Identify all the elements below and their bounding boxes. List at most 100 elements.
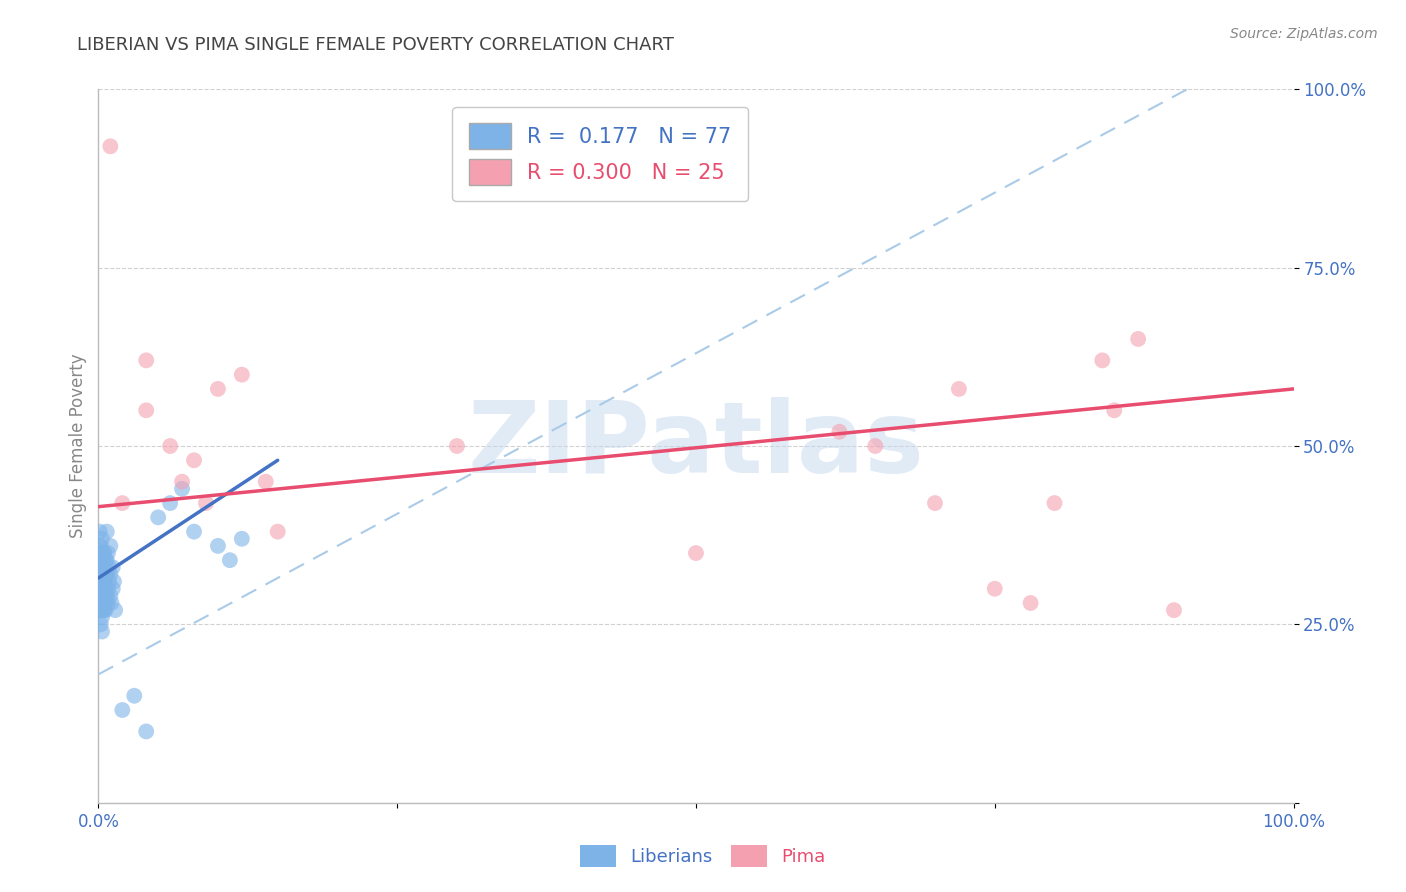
Point xyxy=(183,524,205,539)
Point xyxy=(90,582,112,596)
Point xyxy=(101,560,124,574)
Point xyxy=(89,582,111,596)
Point xyxy=(96,553,118,567)
Point xyxy=(91,589,114,603)
Point xyxy=(111,703,134,717)
Point xyxy=(90,574,112,589)
Point xyxy=(207,539,229,553)
Point xyxy=(100,596,122,610)
Point xyxy=(89,596,111,610)
Point xyxy=(89,574,111,589)
Point xyxy=(101,582,124,596)
Point xyxy=(91,574,114,589)
Point xyxy=(91,596,114,610)
Point xyxy=(1091,353,1114,368)
Point xyxy=(172,475,194,489)
Point xyxy=(93,574,115,589)
Point xyxy=(98,539,122,553)
Point xyxy=(90,539,112,553)
Point xyxy=(98,589,122,603)
Point xyxy=(90,617,112,632)
Point xyxy=(183,453,205,467)
Point xyxy=(91,582,114,596)
Point xyxy=(124,689,146,703)
Point xyxy=(865,439,887,453)
Point xyxy=(446,439,468,453)
Point xyxy=(90,546,112,560)
Point xyxy=(90,596,112,610)
Point xyxy=(1128,332,1150,346)
Point xyxy=(135,724,157,739)
Point xyxy=(135,403,157,417)
Point xyxy=(91,596,114,610)
Point xyxy=(207,382,229,396)
Point xyxy=(111,496,134,510)
Point xyxy=(148,510,170,524)
Point xyxy=(89,589,111,603)
Point xyxy=(91,589,114,603)
Point xyxy=(91,560,114,574)
Point xyxy=(94,582,117,596)
Text: LIBERIAN VS PIMA SINGLE FEMALE POVERTY CORRELATION CHART: LIBERIAN VS PIMA SINGLE FEMALE POVERTY C… xyxy=(77,36,675,54)
Point xyxy=(231,532,253,546)
Point xyxy=(89,539,111,553)
Point xyxy=(91,546,114,560)
Point xyxy=(87,560,110,574)
Point xyxy=(172,482,194,496)
Point xyxy=(94,567,117,582)
Point xyxy=(219,553,242,567)
Point xyxy=(91,603,114,617)
Text: ZIPatlas: ZIPatlas xyxy=(468,398,924,494)
Point xyxy=(159,439,181,453)
Point xyxy=(93,589,115,603)
Point xyxy=(91,574,114,589)
Point xyxy=(828,425,851,439)
Point xyxy=(94,603,117,617)
Point xyxy=(1163,603,1185,617)
Point xyxy=(89,553,111,567)
Point xyxy=(89,567,111,582)
Point xyxy=(984,582,1007,596)
Point xyxy=(104,603,127,617)
Point xyxy=(93,596,115,610)
Point xyxy=(90,589,112,603)
Text: Source: ZipAtlas.com: Source: ZipAtlas.com xyxy=(1230,27,1378,41)
Point xyxy=(685,546,707,560)
Point xyxy=(98,560,121,574)
Point xyxy=(98,139,122,153)
Point xyxy=(97,546,120,560)
Y-axis label: Single Female Poverty: Single Female Poverty xyxy=(69,354,87,538)
Point xyxy=(91,610,114,624)
Point xyxy=(924,496,946,510)
Point xyxy=(91,582,114,596)
Point xyxy=(98,567,122,582)
Legend: R =  0.177   N = 77, R = 0.300   N = 25: R = 0.177 N = 77, R = 0.300 N = 25 xyxy=(453,107,748,202)
Point xyxy=(254,475,277,489)
Point xyxy=(90,553,112,567)
Point xyxy=(97,582,120,596)
Point xyxy=(267,524,290,539)
Point xyxy=(135,353,157,368)
Legend: Liberians, Pima: Liberians, Pima xyxy=(572,838,834,874)
Point xyxy=(93,560,115,574)
Point xyxy=(91,567,114,582)
Point xyxy=(91,532,114,546)
Point xyxy=(96,524,118,539)
Point xyxy=(96,567,118,582)
Point xyxy=(90,567,112,582)
Point xyxy=(1104,403,1126,417)
Point xyxy=(98,574,121,589)
Point xyxy=(159,496,181,510)
Point xyxy=(103,574,125,589)
Point xyxy=(195,496,218,510)
Point xyxy=(93,546,115,560)
Point xyxy=(89,603,111,617)
Point xyxy=(1019,596,1042,610)
Point xyxy=(94,553,117,567)
Point xyxy=(93,582,115,596)
Point xyxy=(90,603,112,617)
Point xyxy=(96,589,118,603)
Point xyxy=(91,624,114,639)
Point xyxy=(91,546,114,560)
Point xyxy=(93,603,115,617)
